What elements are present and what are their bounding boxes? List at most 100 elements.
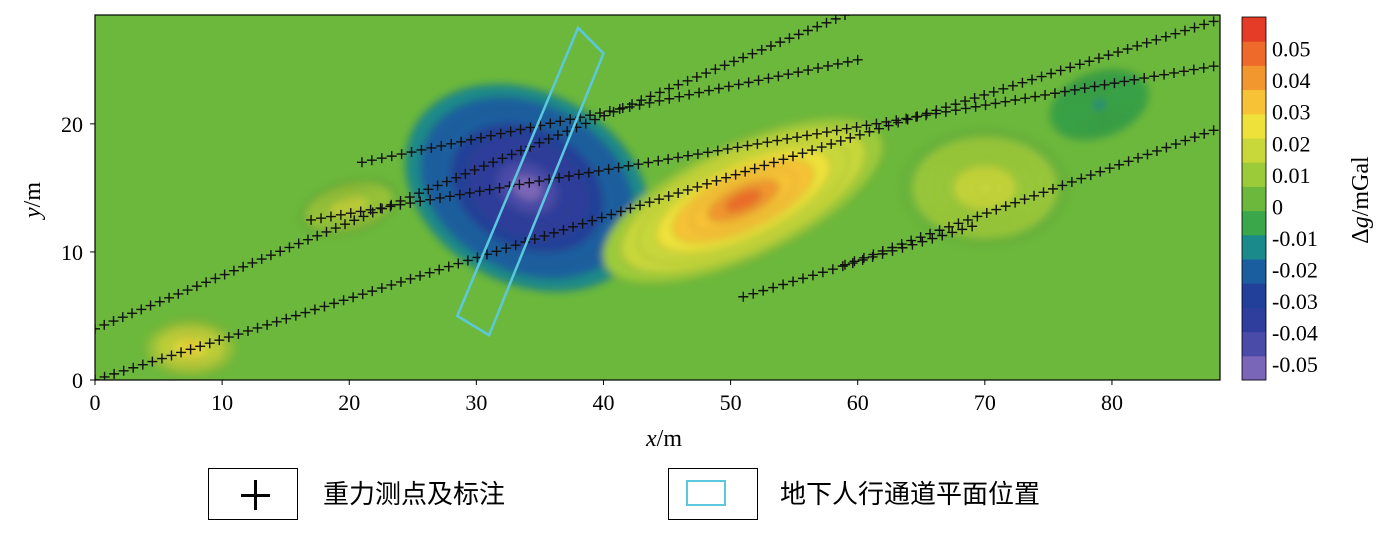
- survey-point-marker: [654, 95, 665, 106]
- survey-point-marker: [238, 261, 249, 272]
- survey-point-marker: [772, 135, 783, 146]
- survey-point-marker: [674, 91, 685, 102]
- survey-point-marker: [1046, 68, 1057, 79]
- survey-point-marker: [990, 98, 1001, 109]
- survey-point-marker: [867, 251, 878, 262]
- survey-point-marker: [435, 192, 446, 203]
- tunnel-polygon: [455, 25, 605, 338]
- x-tick-label: 10: [211, 390, 233, 415]
- survey-point-marker: [491, 246, 502, 257]
- survey-point-marker: [367, 286, 378, 297]
- colorbar-swatch: [1242, 259, 1266, 284]
- survey-point-marker: [552, 130, 563, 141]
- survey-point-marker: [488, 157, 499, 168]
- survey-point-marker: [210, 273, 221, 284]
- survey-point-marker: [1089, 81, 1100, 92]
- survey-point-marker: [778, 279, 789, 290]
- survey-point-marker: [604, 106, 615, 117]
- survey-point-marker: [1189, 132, 1200, 143]
- survey-point-marker: [911, 111, 922, 122]
- survey-point-marker: [835, 135, 846, 146]
- survey-point-marker: [802, 25, 813, 36]
- survey-point-marker: [792, 132, 803, 143]
- survey-point-marker: [902, 114, 913, 125]
- survey-point-marker: [980, 100, 991, 111]
- survey-point-marker: [426, 142, 437, 153]
- x-tick-label: 70: [974, 390, 996, 415]
- survey-point-marker: [1038, 187, 1049, 198]
- survey-point-marker: [228, 265, 239, 276]
- survey-point-marker: [583, 167, 594, 178]
- colorbar-swatch: [1242, 186, 1266, 212]
- y-tick-label: 10: [61, 240, 83, 265]
- survey-point-marker: [821, 17, 832, 28]
- survey-point-marker: [925, 228, 936, 239]
- survey-point-marker: [778, 154, 789, 165]
- survey-point-marker: [857, 255, 868, 266]
- survey-point-marker: [1133, 152, 1144, 163]
- survey-point-marker: [386, 199, 397, 210]
- survey-line-3: [356, 54, 863, 168]
- survey-point-marker: [728, 56, 739, 67]
- plot-frame: [94, 14, 1221, 381]
- survey-point-marker: [176, 347, 187, 358]
- survey-point-marker: [832, 58, 843, 69]
- survey-point-marker: [921, 110, 932, 121]
- survey-point-marker: [195, 341, 206, 352]
- survey-point-marker: [793, 29, 804, 40]
- survey-point-marker: [807, 145, 818, 156]
- survey-point-marker: [749, 163, 760, 174]
- survey-point-marker: [634, 200, 645, 211]
- survey-point-marker: [1019, 194, 1030, 205]
- survey-point-marker: [740, 166, 751, 177]
- survey-point-marker: [182, 285, 193, 296]
- survey-point-marker: [545, 118, 556, 129]
- survey-point-marker: [702, 147, 713, 158]
- survey-point-marker: [742, 140, 753, 151]
- survey-point-marker: [365, 204, 376, 215]
- survey-point-marker: [826, 139, 837, 150]
- survey-point-marker: [1057, 180, 1068, 191]
- anomaly-4: [299, 178, 400, 236]
- survey-point-marker: [329, 298, 340, 309]
- survey-point-marker: [775, 37, 786, 48]
- survey-point-marker: [851, 122, 862, 133]
- survey-point-marker: [543, 133, 554, 144]
- survey-point-marker: [356, 157, 367, 168]
- survey-point-marker: [784, 33, 795, 44]
- survey-point-marker: [1079, 83, 1090, 94]
- survey-point-marker: [309, 304, 320, 315]
- legend-item-tunnel: [668, 468, 758, 520]
- survey-point-marker: [854, 129, 865, 140]
- survey-point-marker: [1151, 34, 1162, 45]
- survey-line-0: [95, 15, 850, 334]
- survey-point-marker: [436, 140, 447, 151]
- survey-point-marker: [395, 199, 406, 210]
- survey-point-marker: [117, 312, 128, 323]
- survey-point-marker: [841, 123, 852, 134]
- colorbar-tick-label: -0.05: [1272, 352, 1318, 377]
- survey-point-marker: [624, 101, 635, 112]
- survey-point-marker: [937, 230, 948, 241]
- survey-lines: [95, 15, 1219, 380]
- survey-point-marker: [219, 269, 230, 280]
- survey-point-marker: [606, 209, 617, 220]
- survey-point-marker: [201, 277, 212, 288]
- survey-point-marker: [663, 191, 674, 202]
- survey-point-marker: [1129, 74, 1140, 85]
- survey-point-marker: [154, 296, 165, 307]
- survey-point-marker: [312, 230, 323, 241]
- survey-point-marker: [414, 188, 425, 199]
- survey-point-marker: [762, 137, 773, 148]
- x-tick-label: 20: [338, 390, 360, 415]
- survey-point-marker: [1010, 197, 1021, 208]
- survey-point-marker: [99, 371, 110, 380]
- survey-point-marker: [599, 110, 610, 121]
- colorbar-swatch: [1242, 138, 1266, 163]
- y-axis: 0 10 20: [61, 112, 95, 393]
- survey-point-marker: [840, 259, 850, 270]
- survey-point-marker: [759, 160, 770, 171]
- survey-point-marker: [748, 288, 759, 299]
- survey-point-marker: [1000, 201, 1011, 212]
- survey-point-marker: [1189, 22, 1200, 33]
